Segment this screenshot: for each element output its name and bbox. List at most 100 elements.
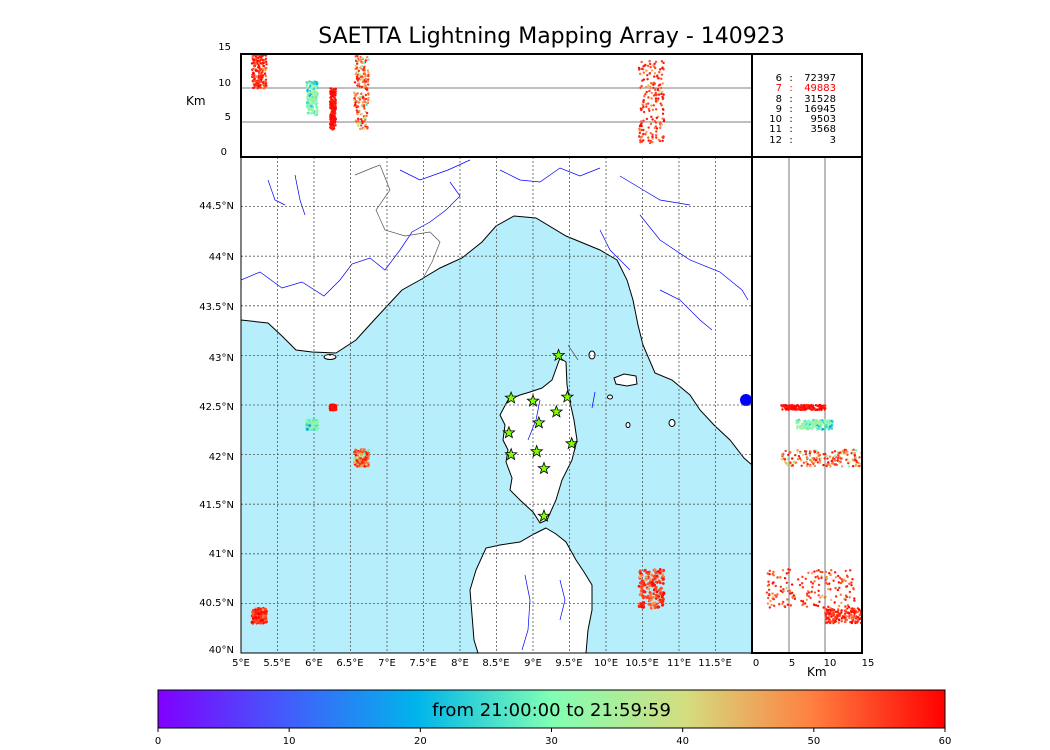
lightning-source-point (658, 71, 661, 74)
lightning-source-point (308, 424, 312, 428)
lightning-source-point (314, 110, 318, 114)
lightning-source-point (642, 139, 645, 142)
lightning-source-point (254, 75, 258, 78)
lightning-source-point (782, 600, 785, 604)
lightning-source-point (829, 598, 833, 602)
lightning-source-point (662, 61, 665, 65)
lightning-source-point (660, 92, 663, 96)
lightning-source-point (817, 583, 821, 587)
lightning-source-point (315, 113, 319, 116)
lightning-source-point (824, 607, 827, 611)
lightning-source-point (640, 60, 643, 64)
lightning-source-point (819, 596, 822, 599)
lightning-source-point (662, 592, 666, 595)
lightning-source-point (656, 75, 659, 78)
lightning-source-point (640, 128, 644, 132)
lightning-source-point (802, 453, 805, 457)
lightning-source-point (642, 65, 645, 68)
lightning-source-point (647, 102, 650, 105)
lightning-source-point (805, 598, 809, 601)
lightning-sources-alt-lat (765, 403, 862, 625)
lightning-source-point (308, 80, 311, 83)
lightning-source-point (364, 77, 367, 81)
lightning-source-point (851, 464, 855, 468)
lightning-source-point (799, 451, 802, 455)
lightning-source-point (364, 85, 367, 88)
lightning-source-point (645, 69, 648, 72)
lightning-source-point (858, 608, 861, 612)
lightning-source-point (781, 458, 784, 461)
lightning-source-point (833, 571, 837, 574)
lightning-source-point (828, 455, 832, 458)
lightning-source-point (360, 61, 364, 64)
lightning-source-point (366, 125, 369, 129)
lightning-source-point (360, 448, 364, 452)
lightning-source-point (650, 97, 653, 100)
lightning-source-point (647, 107, 651, 111)
lightning-source-point (258, 60, 262, 63)
lightning-source-point (306, 89, 309, 92)
lightning-source-point (653, 62, 656, 65)
lightning-source-point (645, 576, 648, 579)
lightning-source-point (651, 583, 655, 586)
lightning-source-point (840, 620, 843, 623)
lightning-source-point (355, 456, 359, 459)
lightning-source-point (311, 109, 315, 112)
colorbar-tick-label: 30 (545, 736, 558, 747)
station-level: 9 (775, 103, 782, 115)
lightning-source-point (772, 570, 775, 574)
lightning-source-point (847, 612, 850, 615)
lightning-source-point (810, 407, 813, 410)
lightning-source-point (662, 119, 666, 123)
lightning-source-point (333, 108, 336, 111)
lightning-source-point (844, 594, 848, 597)
lightning-source-point (832, 618, 835, 622)
lightning-source-point (358, 462, 362, 466)
lightning-source-point (795, 427, 799, 430)
lightning-source-point (844, 611, 848, 615)
lightning-source-point (661, 603, 664, 607)
lightning-source-point (844, 620, 847, 624)
lightning-source-point (829, 422, 833, 425)
lightning-source-point (651, 118, 654, 121)
lightning-source-point (815, 569, 819, 573)
station-star-marker (537, 461, 551, 475)
lightning-source-point (364, 100, 367, 104)
lightning-source-point (829, 568, 833, 572)
lightning-source-point (766, 602, 770, 605)
lightning-source-point (660, 595, 664, 599)
lightning-source-point (825, 575, 828, 579)
lightning-source-point (661, 67, 664, 70)
lightning-source-point (843, 578, 846, 581)
lightning-source-point (844, 605, 847, 608)
lightning-source-point (850, 610, 853, 614)
lightning-source-point (305, 105, 309, 108)
lightning-source-point (334, 87, 338, 91)
lightning-source-point (652, 81, 656, 85)
lightning-source-point (824, 611, 827, 615)
lightning-source-point (651, 135, 654, 139)
lightning-source-point (853, 453, 856, 457)
lightning-source-point (841, 579, 844, 583)
lightning-source-point (840, 452, 843, 455)
lightning-source-point (820, 594, 824, 598)
lightning-source-point (359, 55, 362, 59)
lightning-source-point (819, 427, 822, 430)
lightning-source-point (807, 571, 810, 575)
lightning-source-point (768, 606, 772, 609)
lightning-source-point (826, 457, 829, 460)
lightning-source-point (640, 582, 644, 586)
lightning-source-point (804, 450, 808, 453)
lightning-sources-lon-alt (250, 54, 666, 145)
lon-tick: 9°E (524, 658, 542, 669)
lightning-source-point (366, 80, 370, 83)
lightning-source-point (642, 106, 645, 109)
lightning-source-point (638, 569, 642, 573)
lightning-source-point (809, 464, 812, 468)
km-tick: 5 (788, 658, 796, 669)
lightning-source-point (818, 405, 821, 409)
lightning-source-point (647, 96, 650, 99)
lightning-source-point (807, 407, 811, 410)
colorbar-label: from 21:00:00 to 21:59:59 (432, 700, 671, 721)
lightning-source-point (655, 574, 659, 578)
